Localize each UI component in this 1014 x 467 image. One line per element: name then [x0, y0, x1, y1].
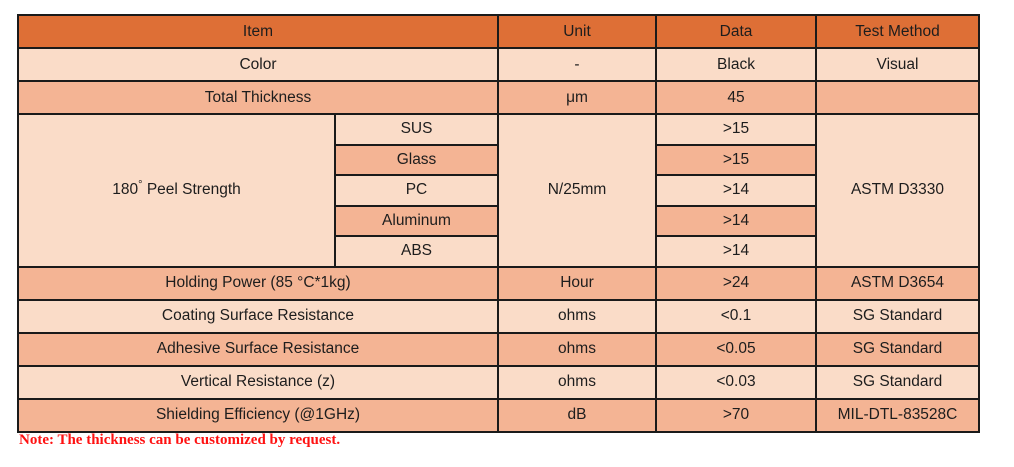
table-row-peel-pc: PC >14	[18, 174, 979, 207]
cell-data-peel-aluminum: >14	[655, 204, 817, 237]
column-header-test-method: Test Method	[815, 14, 980, 49]
cell-item-peel-strength: 180° Peel Strength	[17, 113, 336, 268]
table-row-total-thickness: Total Thickness μm 45	[17, 80, 980, 115]
table-row-peel-sus: 180° Peel Strength SUS N/25mm >15 ASTM D…	[17, 113, 980, 268]
cell-unit-total-thickness: μm	[497, 80, 657, 115]
cell-method-adhesive-surface-resistance: SG Standard	[815, 331, 980, 367]
column-header-data: Data	[655, 14, 817, 49]
cell-unit-holding-power: Hour	[497, 265, 657, 301]
column-header-item: Item	[17, 14, 499, 49]
cell-data-coating-surface-resistance: <0.1	[655, 298, 817, 334]
cell-data-total-thickness: 45	[655, 80, 817, 115]
table-header-row: Item Unit Data Test Method	[17, 14, 980, 49]
cell-unit-shielding-efficiency: dB	[497, 397, 657, 433]
cell-data-peel-sus: >15	[655, 113, 817, 146]
cell-data-peel-glass: >15	[655, 143, 817, 176]
cell-item-total-thickness: Total Thickness	[17, 80, 499, 115]
cell-item-adhesive-surface-resistance: Adhesive Surface Resistance	[17, 331, 499, 367]
cell-data-color: Black	[655, 47, 817, 82]
cell-item-coating-surface-resistance: Coating Surface Resistance	[17, 298, 499, 334]
cell-substrate-pc: PC	[334, 174, 499, 207]
cell-substrate-glass: Glass	[334, 143, 499, 176]
note-text: Note: The thickness can be customized by…	[19, 432, 341, 448]
cell-substrate-aluminum: Aluminum	[334, 204, 499, 237]
peel-label-suffix: Peel Strength	[142, 181, 241, 199]
cell-data-shielding-efficiency: >70	[655, 397, 817, 433]
cell-unit-color: -	[497, 47, 657, 82]
cell-method-holding-power: ASTM D3654	[815, 265, 980, 301]
table-row-holding-power: Holding Power (85 °C*1kg) Hour >24 ASTM …	[17, 265, 980, 301]
cell-method-vertical-resistance: SG Standard	[815, 364, 980, 400]
table-row-coating-surface-resistance: Coating Surface Resistance ohms <0.1 SG …	[17, 298, 980, 334]
cell-unit-vertical-resistance: ohms	[497, 364, 657, 400]
table-row-color: Color - Black Visual	[17, 47, 980, 82]
cell-method-peel-strength: ASTM D3330	[815, 113, 980, 268]
specification-table: Item Unit Data Test Method Color - Black…	[17, 14, 980, 433]
cell-data-holding-power: >24	[655, 265, 817, 301]
cell-method-coating-surface-resistance: SG Standard	[815, 298, 980, 334]
table-row-peel-glass: Glass >15	[18, 143, 979, 176]
cell-unit-adhesive-surface-resistance: ohms	[497, 331, 657, 367]
table-row-shielding-efficiency: Shielding Efficiency (@1GHz) dB >70 MIL-…	[17, 397, 980, 433]
cell-unit-coating-surface-resistance: ohms	[497, 298, 657, 334]
column-header-unit: Unit	[497, 14, 657, 49]
peel-label-prefix: 180	[112, 181, 139, 199]
cell-substrate-abs: ABS	[334, 235, 499, 268]
cell-method-color: Visual	[815, 47, 980, 82]
cell-item-vertical-resistance: Vertical Resistance (z)	[17, 364, 499, 400]
cell-item-holding-power: Holding Power (85 °C*1kg)	[17, 265, 499, 301]
cell-method-total-thickness	[815, 80, 980, 115]
table-row-vertical-resistance: Vertical Resistance (z) ohms <0.03 SG St…	[17, 364, 980, 400]
cell-data-peel-pc: >14	[655, 174, 817, 207]
cell-data-vertical-resistance: <0.03	[655, 364, 817, 400]
table-row-adhesive-surface-resistance: Adhesive Surface Resistance ohms <0.05 S…	[17, 331, 980, 367]
cell-item-color: Color	[17, 47, 499, 82]
table-row-peel-aluminum: Aluminum >14	[18, 204, 979, 237]
degree-symbol: °	[138, 179, 143, 192]
cell-item-shielding-efficiency: Shielding Efficiency (@1GHz)	[17, 397, 499, 433]
cell-method-shielding-efficiency: MIL-DTL-83528C	[815, 397, 980, 433]
cell-data-adhesive-surface-resistance: <0.05	[655, 331, 817, 367]
table-row-peel-abs: ABS >14	[18, 235, 979, 268]
cell-unit-peel-strength: N/25mm	[497, 113, 657, 268]
cell-substrate-sus: SUS	[334, 113, 499, 146]
cell-data-peel-abs: >14	[655, 235, 817, 268]
